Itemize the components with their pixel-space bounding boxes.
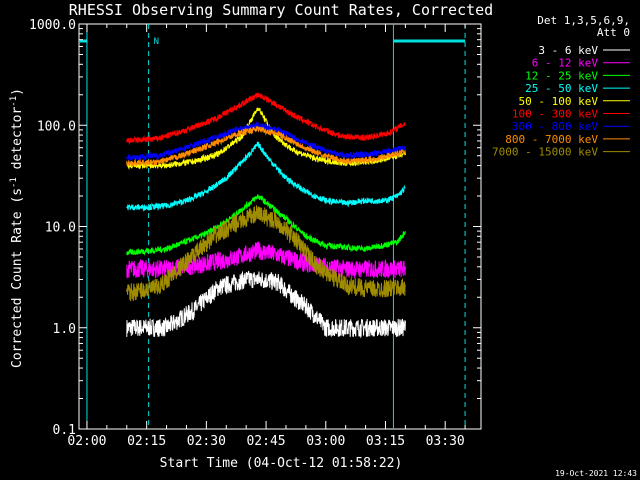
legend-label: 50 - 100 keV (519, 95, 599, 108)
y-tick-label: 0.1 (53, 423, 76, 438)
series-line (126, 205, 406, 302)
y-tick-label: 10.0 (45, 221, 76, 236)
chart-title: RHESSI Observing Summary Count Rates, Co… (69, 1, 493, 19)
x-tick-label: 02:15 (127, 434, 166, 449)
x-tick-label: 02:45 (246, 434, 285, 449)
y-axis-label-mid: detector (10, 107, 25, 178)
legend-header: Det 1,3,5,6,9, (537, 14, 630, 27)
y-tick-label: 1.0 (53, 322, 76, 337)
x-axis-label: Start Time (04-Oct-12 01:58:22) (160, 456, 403, 471)
x-tick-label: 03:00 (306, 434, 345, 449)
legend-label: 25 - 50 keV (525, 82, 598, 95)
series-line (126, 125, 406, 168)
y-tick-label: 100.0 (37, 119, 76, 134)
plot-area: N (78, 23, 482, 430)
x-tick-label: 03:30 (426, 434, 465, 449)
timestamp: 19-Oct-2021 12:43 (555, 469, 637, 478)
legend-label: 12 - 25 keV (525, 69, 598, 82)
legend-header: Att 0 (597, 26, 630, 39)
y-axis-label-main: Corrected Count Rate (s (10, 188, 25, 368)
legend-label: 800 - 7000 keV (505, 133, 598, 146)
legend-label: 3 - 6 keV (538, 44, 598, 57)
y-axis-label: Corrected Count Rate (s-1 detector-1) (9, 88, 25, 368)
saa-label: N (154, 37, 159, 47)
x-tick-label: 02:30 (187, 434, 226, 449)
series-line (126, 141, 406, 212)
y-axis-label-sup2: -1 (9, 96, 19, 107)
series-line (126, 92, 406, 146)
series-line (126, 194, 406, 256)
legend-label: 6 - 12 keV (532, 57, 599, 70)
legend-label: 100 - 300 keV (512, 108, 598, 121)
x-tick-label: 02:00 (67, 434, 106, 449)
y-axis-label-end: ) (10, 88, 25, 96)
series-line (126, 270, 406, 339)
y-axis-label-sup1: -1 (9, 177, 19, 188)
series-line (126, 107, 406, 170)
series-line (126, 120, 406, 162)
legend-label: 300 - 800 keV (512, 120, 598, 133)
axis-ticks: 02:00 02:15 02:30 02:45 03:00 03:15 03:30 0.1 1.… (29, 18, 481, 449)
y-tick-label: 1000.0 (29, 18, 76, 33)
x-tick-label: 03:15 (366, 434, 405, 449)
legend-label: 7000 - 15000 keV (492, 146, 598, 159)
